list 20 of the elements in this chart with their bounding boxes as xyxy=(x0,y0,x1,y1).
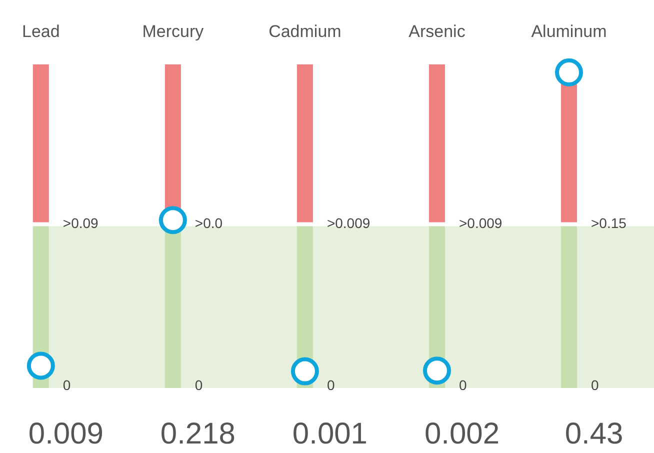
text: 0 xyxy=(194,376,203,393)
data-label: 0.43 xyxy=(564,417,624,450)
text: 0 xyxy=(62,376,71,393)
data-label: 0.002 xyxy=(424,417,500,450)
data-label: 0.001 xyxy=(292,417,368,450)
data-label: 0.009 xyxy=(28,417,104,450)
data-label: 0.218 xyxy=(160,417,236,450)
text: 0 xyxy=(458,376,467,393)
text: >0.009 xyxy=(326,215,370,232)
category-label: Cadmium xyxy=(268,22,342,41)
text: >0.15 xyxy=(591,215,626,232)
category-label: Arsenic xyxy=(408,22,466,41)
text: 0 xyxy=(326,376,335,393)
text: >0.0 xyxy=(194,215,223,232)
text: >0.09 xyxy=(62,215,98,232)
text: 0 xyxy=(591,376,599,393)
category-label: Mercury xyxy=(142,22,204,41)
text: >0.009 xyxy=(458,215,502,232)
category-label: Aluminum xyxy=(531,22,607,41)
category-label: Lead xyxy=(22,22,60,41)
